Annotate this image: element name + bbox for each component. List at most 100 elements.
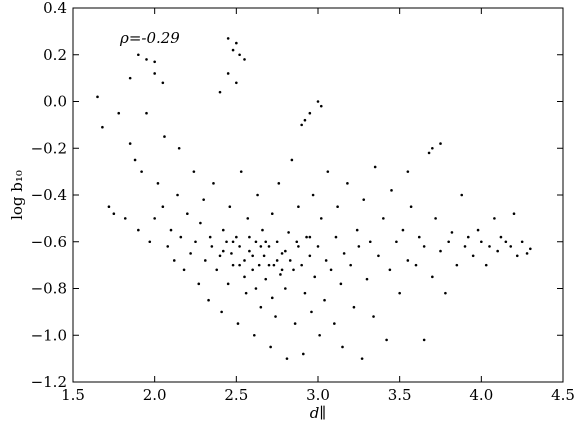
point: [254, 287, 258, 290]
point: [293, 322, 297, 325]
x-tick-label: 2.0: [143, 386, 167, 404]
point: [484, 263, 488, 267]
point: [285, 357, 289, 360]
point: [238, 245, 241, 248]
point: [444, 291, 447, 295]
point: [140, 170, 143, 173]
point: [480, 240, 483, 244]
point: [471, 254, 475, 258]
point: [290, 158, 294, 162]
point: [220, 310, 223, 314]
point: [153, 217, 156, 220]
y-tick-label: −1.2: [31, 373, 67, 391]
point: [275, 240, 279, 244]
point: [270, 212, 274, 215]
y-tick-label: −0.8: [31, 280, 67, 298]
point: [277, 182, 281, 185]
y-tick-label: 0.0: [43, 93, 67, 111]
point: [128, 142, 132, 145]
point: [346, 182, 349, 185]
point: [256, 193, 259, 197]
point: [300, 263, 303, 267]
point: [365, 277, 369, 281]
point: [512, 212, 516, 215]
point: [414, 263, 418, 267]
point: [145, 111, 148, 115]
point: [318, 333, 321, 337]
point: [101, 125, 104, 129]
point: [163, 135, 166, 138]
point: [230, 252, 233, 255]
point: [261, 228, 264, 232]
point: [326, 170, 330, 173]
annotation: ρ=-0.29: [119, 29, 180, 47]
point: [148, 240, 152, 244]
point: [182, 268, 186, 272]
point: [388, 268, 392, 272]
point: [279, 273, 282, 276]
point: [145, 58, 148, 61]
point: [422, 338, 426, 342]
point: [194, 240, 197, 244]
point: [355, 228, 359, 232]
point: [123, 217, 127, 220]
point: [316, 245, 320, 248]
point: [515, 254, 519, 258]
point: [409, 205, 413, 208]
point: [267, 263, 271, 267]
point: [499, 235, 503, 239]
point: [235, 41, 238, 45]
point: [362, 198, 366, 201]
point: [244, 291, 248, 295]
x-tick-label: 4.0: [469, 386, 493, 404]
point: [199, 221, 202, 225]
point: [264, 277, 268, 281]
y-tick-label: −1.0: [31, 326, 67, 344]
point: [207, 298, 210, 302]
plot-frame: [72, 7, 564, 383]
x-tick-label: 1.5: [61, 386, 85, 404]
point: [493, 217, 496, 220]
point: [243, 275, 246, 279]
point: [226, 37, 230, 40]
y-tick-label: 0.2: [43, 46, 67, 64]
point: [434, 217, 437, 220]
point: [329, 268, 333, 272]
point: [509, 245, 513, 248]
point: [431, 146, 434, 150]
point: [463, 245, 467, 248]
point: [431, 275, 434, 279]
point: [204, 259, 207, 262]
point: [398, 291, 401, 295]
point: [401, 228, 405, 232]
point: [305, 235, 308, 239]
point: [302, 352, 305, 356]
point: [390, 189, 393, 192]
point: [488, 245, 491, 248]
point: [334, 235, 338, 239]
point: [300, 123, 303, 127]
point: [254, 240, 258, 244]
point: [186, 212, 189, 215]
point: [297, 205, 300, 208]
point: [137, 53, 140, 57]
point: [212, 182, 215, 185]
point: [243, 58, 246, 61]
point: [439, 142, 442, 145]
point: [297, 245, 300, 248]
point: [197, 282, 201, 286]
x-tick-label: 2.5: [224, 386, 248, 404]
point: [504, 240, 508, 244]
point: [319, 217, 323, 220]
point: [235, 235, 238, 239]
point: [251, 268, 254, 272]
point: [288, 259, 292, 262]
point: [525, 252, 529, 255]
point: [323, 298, 326, 302]
point: [352, 305, 356, 309]
point: [133, 158, 137, 162]
point: [406, 170, 410, 173]
y-axis-label: log b₁₀: [8, 170, 26, 220]
point: [303, 118, 307, 122]
